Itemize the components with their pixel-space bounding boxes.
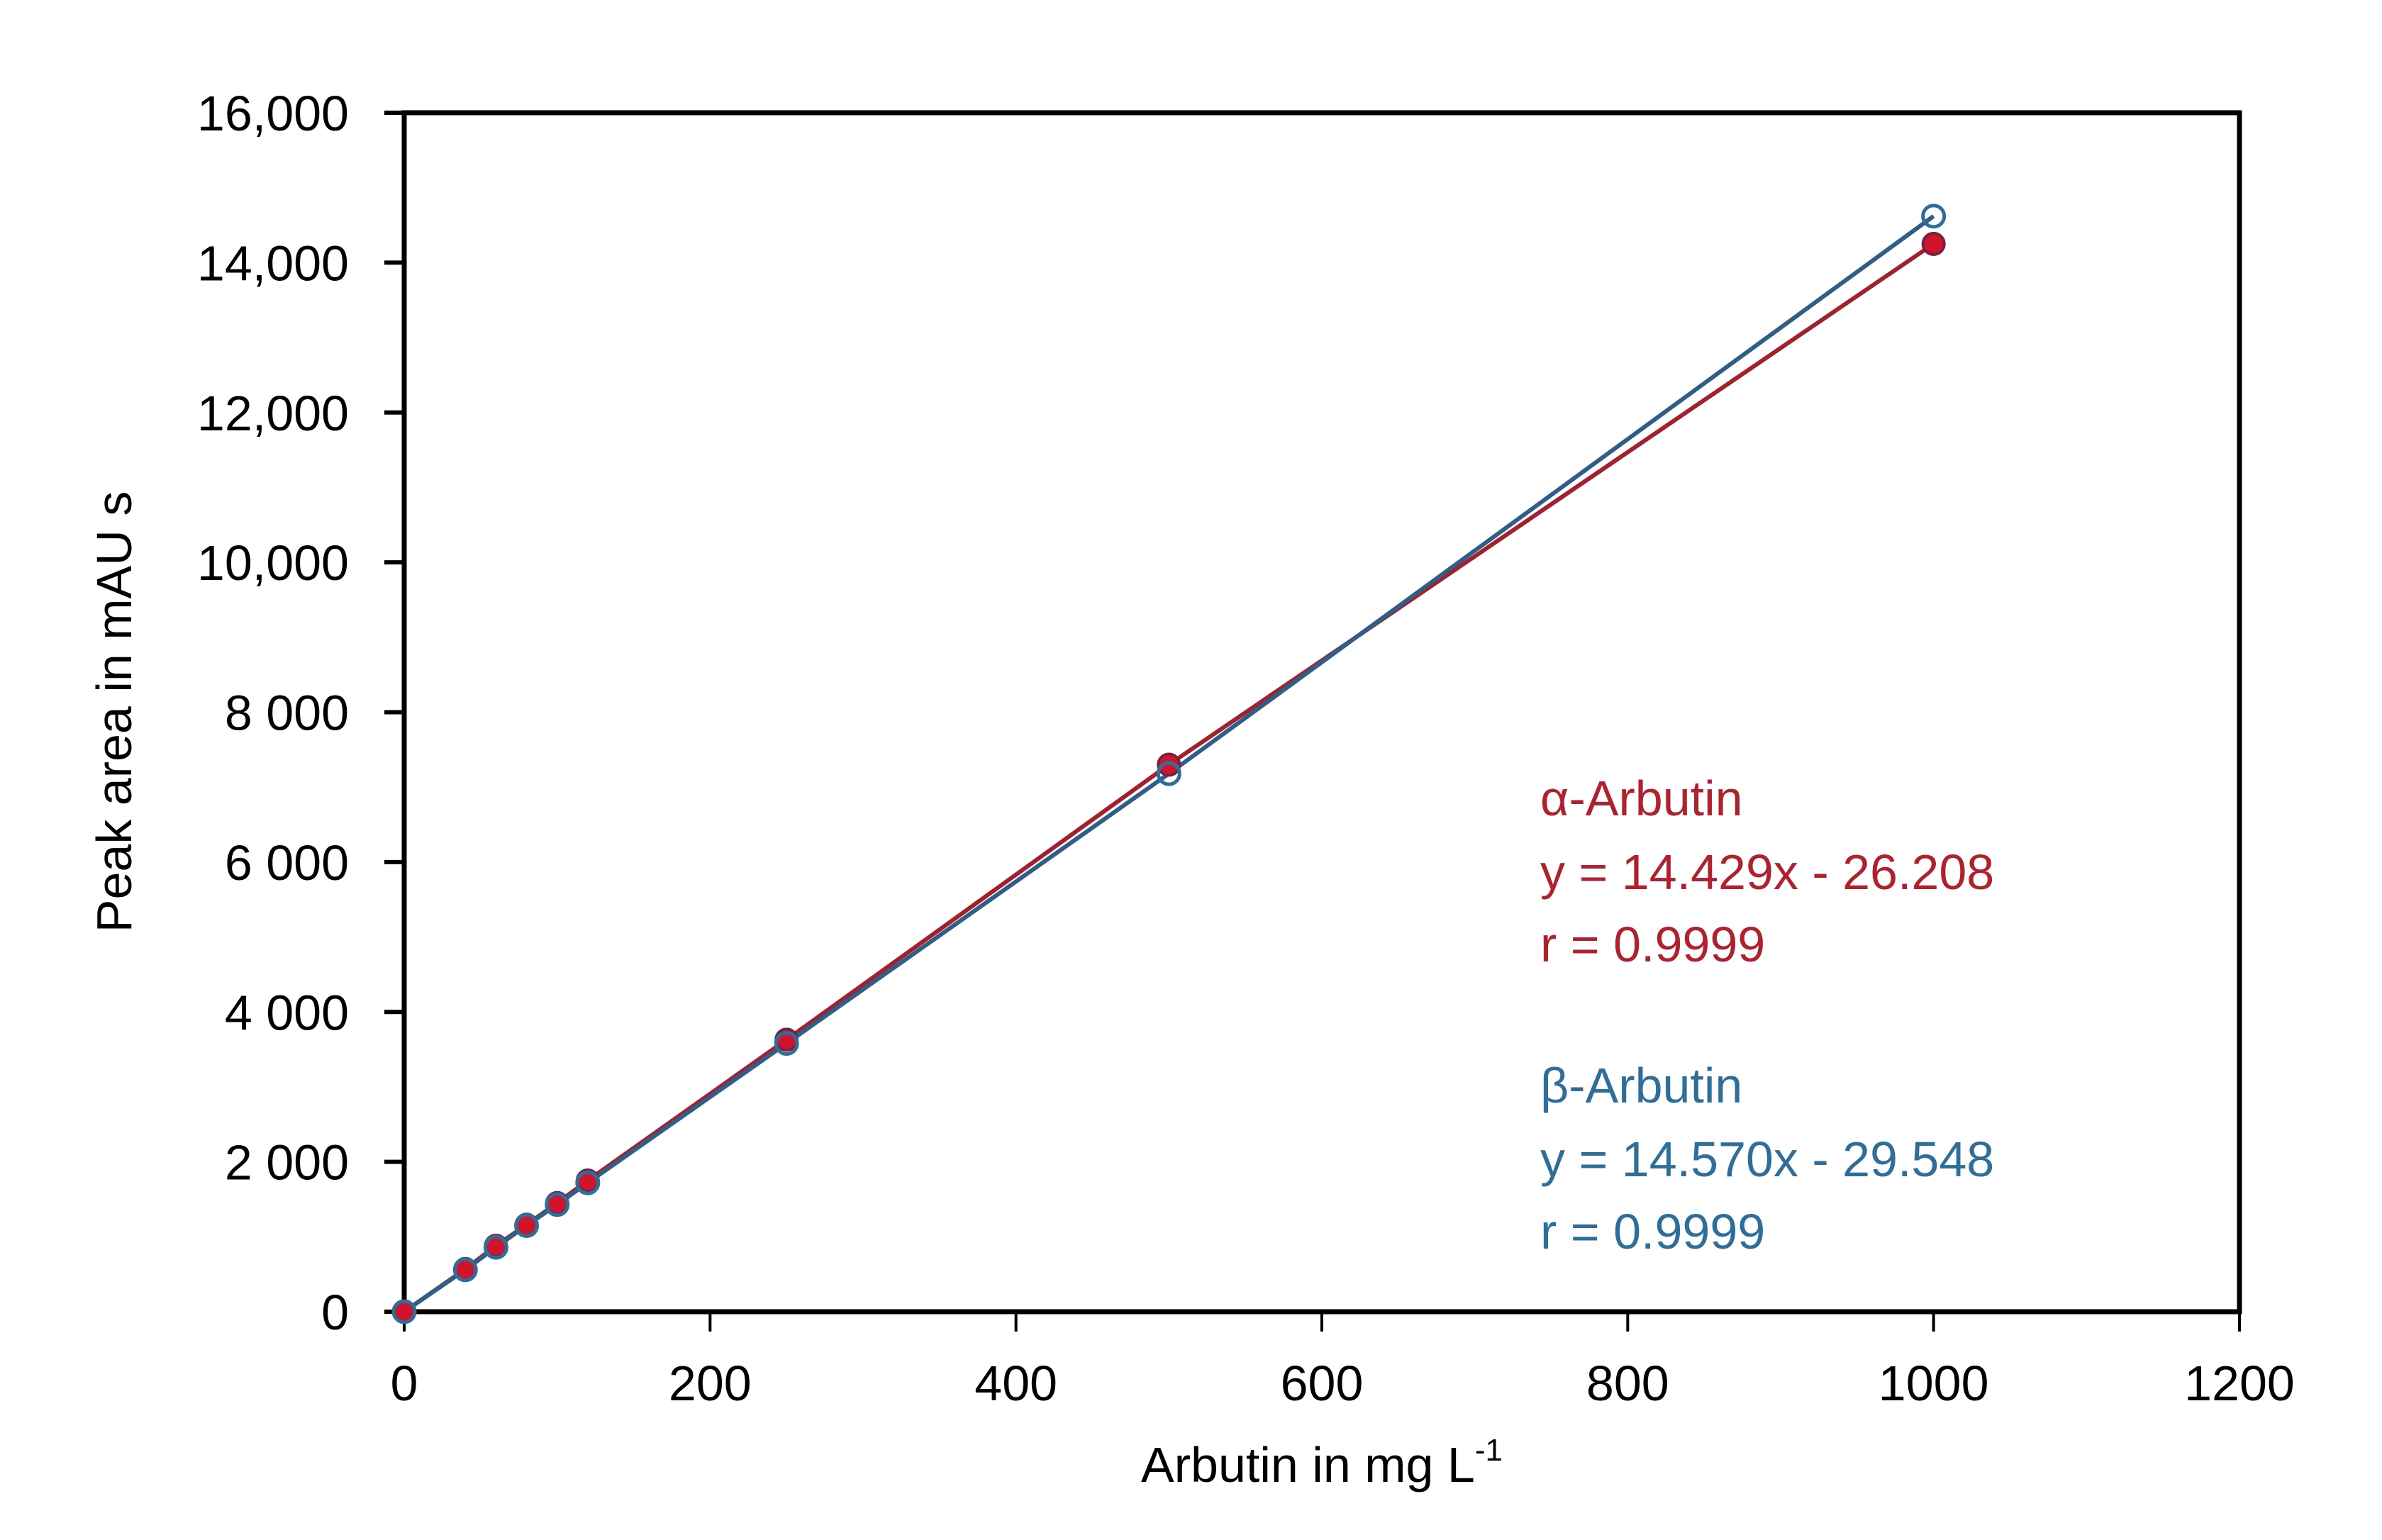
x-axis-title-superscript: -1	[1475, 1433, 1503, 1468]
beta-arbutin-point	[545, 1192, 570, 1217]
alpha-arbutin-r: r = 0.9999	[1540, 917, 1765, 972]
alpha-arbutin-equation: y = 14.429x - 26.208	[1540, 844, 1994, 900]
y-axis-title: Peak area in mAU s	[87, 491, 142, 932]
x-axis-ticks: 0 200 400 600 800 1000 1200	[391, 1312, 2295, 1411]
beta-arbutin-point	[1156, 761, 1181, 786]
beta-arbutin-point	[575, 1170, 601, 1195]
beta-arbutin-point	[452, 1257, 478, 1283]
x-axis-title: Arbutin in mg L-1	[1141, 1433, 1503, 1492]
y-tick-label: 12,000	[197, 386, 349, 441]
alpha-arbutin-point	[1921, 231, 1946, 256]
series-markers	[391, 203, 1947, 1324]
y-tick-label: 2 000	[225, 1135, 349, 1190]
alpha-arbutin-annotation: α-Arbutin y = 14.429x - 26.208 r = 0.999…	[1540, 771, 1994, 972]
beta-arbutin-label: β-Arbutin	[1540, 1058, 1742, 1113]
y-tick-label: 0	[321, 1285, 349, 1340]
beta-arbutin-annotation: β-Arbutin y = 14.570x - 29.548 r = 0.999…	[1540, 1058, 1994, 1259]
beta-arbutin-point	[514, 1212, 540, 1238]
y-tick-label: 10,000	[197, 535, 349, 591]
y-tick-label: 16,000	[197, 86, 349, 141]
x-tick-label: 1000	[1879, 1356, 1989, 1411]
alpha-arbutin-label: α-Arbutin	[1540, 771, 1743, 826]
beta-arbutin-point	[483, 1234, 508, 1260]
x-tick-label: 600	[1281, 1356, 1364, 1411]
x-tick-label: 800	[1586, 1356, 1669, 1411]
beta-arbutin-equation: y = 14.570x - 29.548	[1540, 1132, 1994, 1187]
y-tick-label: 4 000	[225, 985, 349, 1040]
y-tick-label: 8 000	[225, 686, 349, 741]
y-tick-label: 14,000	[197, 235, 349, 291]
beta-arbutin-point	[1921, 203, 1947, 229]
y-tick-label: 6 000	[225, 835, 349, 891]
x-tick-label: 200	[669, 1356, 752, 1411]
beta-arbutin-point	[391, 1299, 417, 1324]
beta-arbutin-point	[774, 1031, 799, 1056]
beta-arbutin-r: r = 0.9999	[1540, 1204, 1765, 1259]
x-tick-label: 0	[391, 1356, 418, 1411]
x-axis-title-text: Arbutin in mg L	[1141, 1437, 1475, 1492]
x-tick-label: 400	[974, 1356, 1057, 1411]
x-tick-label: 1200	[2184, 1356, 2295, 1411]
y-axis-ticks: 0 2 000 4 000 6 000 8 000 10,000 12,000 14,000 1…	[197, 86, 404, 1340]
